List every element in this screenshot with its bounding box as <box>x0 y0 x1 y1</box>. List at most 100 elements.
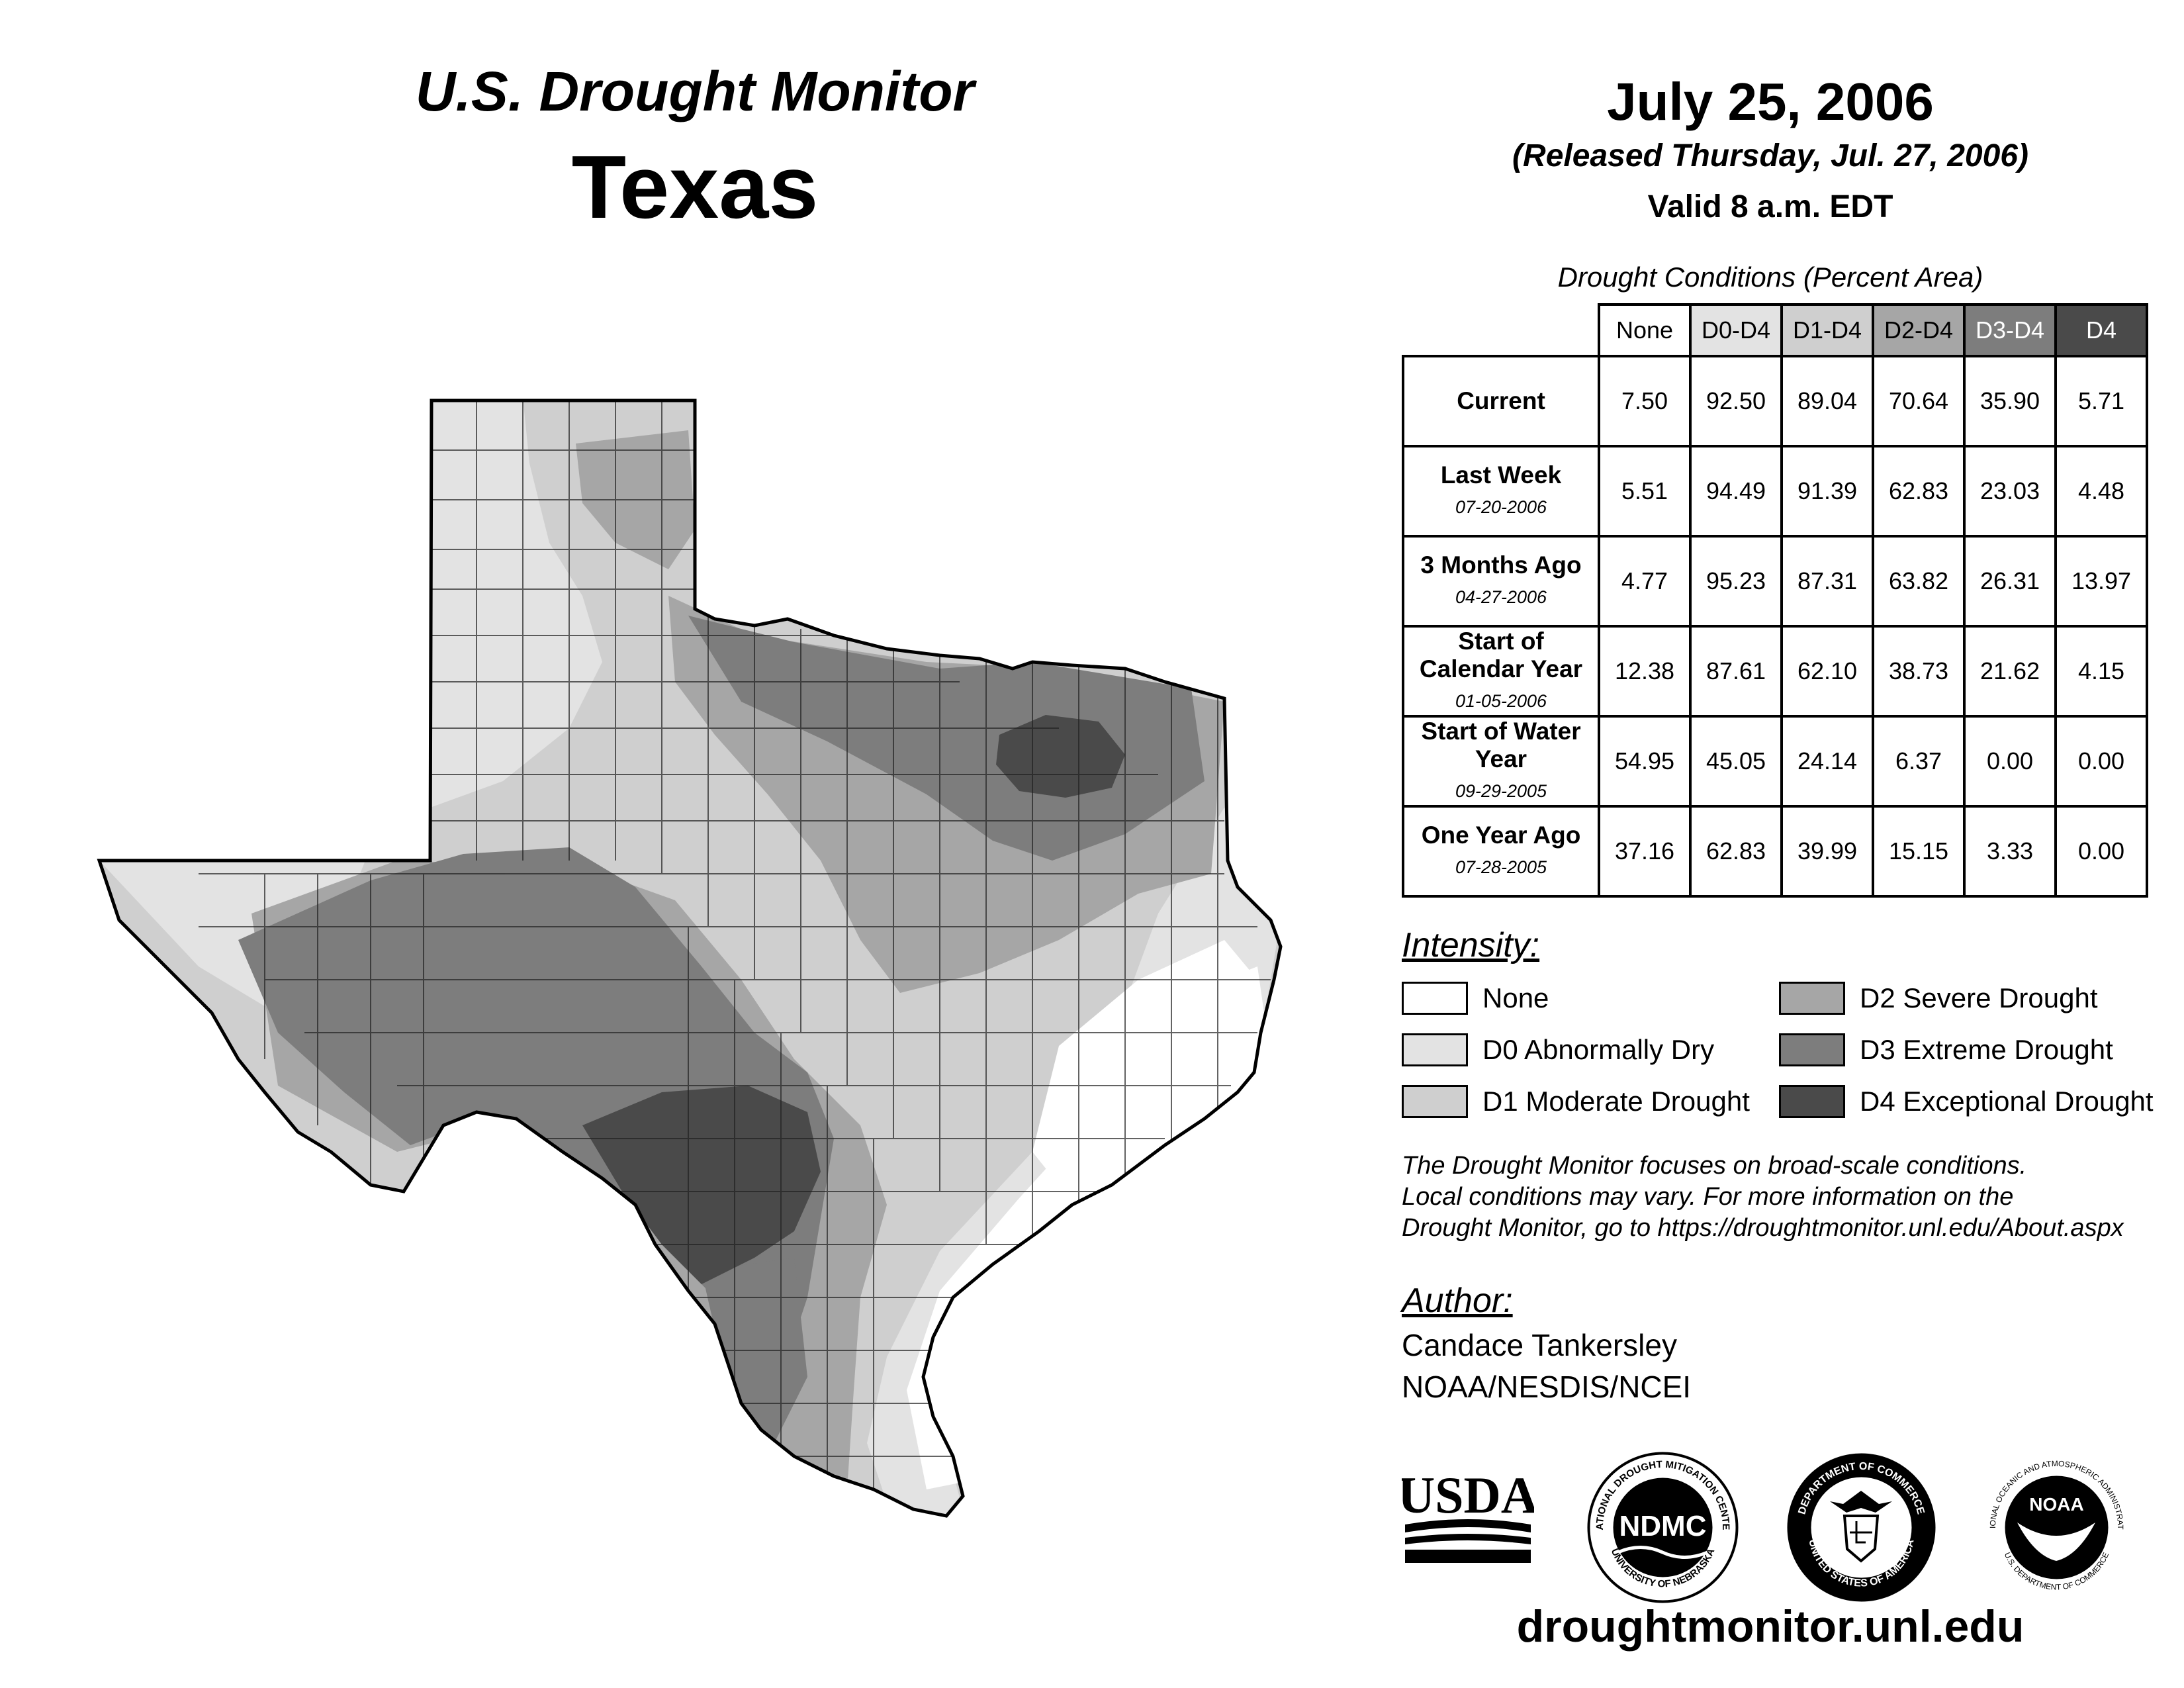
table-cell: 21.62 <box>1963 625 2057 718</box>
table-cell: 87.31 <box>1780 535 1874 628</box>
legend-label: D3 Extreme Drought <box>1860 1034 2113 1065</box>
noaa-logo-text: NOAA <box>2029 1494 2083 1515</box>
row-date: 04-27-2006 <box>1455 587 1547 607</box>
legend-swatch <box>1779 982 1845 1015</box>
table-caption: Drought Conditions (Percent Area) <box>1557 261 1983 293</box>
row-label: Current <box>1402 355 1600 447</box>
row-date: 01-05-2006 <box>1455 691 1547 711</box>
author-name: Candace Tankersley <box>1402 1328 1677 1362</box>
valid-time: Valid 8 a.m. EDT <box>1647 189 1893 224</box>
department-of-commerce-seal: DEPARTMENT OF COMMERCE UNITED STATES OF … <box>1787 1453 1936 1602</box>
noaa-logo: NATIONAL OCEANIC AND ATMOSPHERIC ADMINIS… <box>1979 1450 2131 1602</box>
table-cell: 54.95 <box>1598 715 1692 808</box>
table-header-row: None D0-D4 D1-D4 D2-D4 D3-D4 D4 <box>1403 303 2148 357</box>
column-header: D3-D4 <box>1963 303 2057 357</box>
table-cell: 37.16 <box>1598 805 1692 898</box>
column-header: D0-D4 <box>1689 303 1783 357</box>
table-cell: 24.14 <box>1780 715 1874 808</box>
legend-item-d0: D0 Abnormally Dry <box>1402 1031 1714 1068</box>
table-row: Last Week 07-20-2006 5.51 94.49 91.39 62.… <box>1402 445 2148 538</box>
table-row: One Year Ago 07-28-2005 37.16 62.83 39.99… <box>1402 805 2148 898</box>
note-line: Drought Monitor, go to https://droughtmo… <box>1402 1214 2124 1242</box>
row-date: 09-29-2005 <box>1455 781 1547 801</box>
column-header: D4 <box>2054 303 2148 357</box>
note-line: The Drought Monitor focuses on broad-sca… <box>1402 1152 2027 1180</box>
table-cell: 39.99 <box>1780 805 1874 898</box>
row-label: Start of Water Year 09-29-2005 <box>1402 715 1600 808</box>
table-cell: 7.50 <box>1598 355 1692 447</box>
legend-swatch <box>1779 1085 1845 1118</box>
texas-drought-map <box>97 399 1283 1518</box>
table-row: Start of Water Year 09-29-2005 54.95 45.0… <box>1402 715 2148 808</box>
row-date: 07-28-2005 <box>1455 857 1547 877</box>
table-corner <box>1403 305 1599 357</box>
row-label: 3 Months Ago 04-27-2006 <box>1402 535 1600 628</box>
table-cell: 5.71 <box>2054 355 2148 447</box>
footer-url[interactable]: droughtmonitor.unl.edu <box>1516 1601 2025 1652</box>
table-cell: 62.83 <box>1872 445 1966 538</box>
row-label: One Year Ago 07-28-2005 <box>1402 805 1600 898</box>
ndmc-logo: NATIONAL DROUGHT MITIGATION CENTER UNIVE… <box>1585 1450 1739 1603</box>
legend-swatch <box>1402 1033 1468 1066</box>
legend-item-none: None <box>1402 980 1549 1017</box>
table-cell: 4.77 <box>1598 535 1692 628</box>
table-cell: 91.39 <box>1780 445 1874 538</box>
legend-label: D0 Abnormally Dry <box>1482 1034 1715 1065</box>
column-header: D2-D4 <box>1872 303 1966 357</box>
table-cell: 62.83 <box>1689 805 1783 898</box>
table-cell: 89.04 <box>1780 355 1874 447</box>
table-cell: 0.00 <box>2054 805 2148 898</box>
legend-swatch <box>1402 982 1468 1015</box>
column-header: D1-D4 <box>1780 303 1874 357</box>
table-cell: 63.82 <box>1872 535 1966 628</box>
drought-conditions-table: None D0-D4 D1-D4 D2-D4 D3-D4 D4 Current … <box>1402 303 2148 898</box>
table-cell: 87.61 <box>1689 625 1783 718</box>
table-cell: 12.38 <box>1598 625 1692 718</box>
disclaimer-note: The Drought Monitor focuses on broad-sca… <box>1402 1150 2183 1244</box>
legend-label: D4 Exceptional Drought <box>1860 1086 2154 1117</box>
legend-swatch <box>1402 1085 1468 1118</box>
table-cell: 62.10 <box>1780 625 1874 718</box>
state-name: Texas <box>571 137 819 237</box>
intensity-heading: Intensity: <box>1402 926 1540 964</box>
legend-swatch <box>1779 1033 1845 1066</box>
author-heading: Author: <box>1402 1282 1513 1320</box>
table-row: Current 7.50 92.50 89.04 70.64 35.90 5.7… <box>1402 355 2148 447</box>
table-cell: 38.73 <box>1872 625 1966 718</box>
legend-item-d3: D3 Extreme Drought <box>1779 1031 2113 1068</box>
table-cell: 92.50 <box>1689 355 1783 447</box>
table-cell: 3.33 <box>1963 805 2057 898</box>
legend-label: D2 Severe Drought <box>1860 982 2098 1013</box>
table-cell: 70.64 <box>1872 355 1966 447</box>
table-cell: 95.23 <box>1689 535 1783 628</box>
map-title: U.S. Drought Monitor <box>415 60 975 122</box>
row-date: 07-20-2006 <box>1455 497 1547 517</box>
table-row: 3 Months Ago 04-27-2006 4.77 95.23 87.31 … <box>1402 535 2148 628</box>
legend-label: None <box>1482 982 1549 1013</box>
column-header: None <box>1598 303 1692 357</box>
table-cell: 4.48 <box>2054 445 2148 538</box>
table-cell: 0.00 <box>1963 715 2057 808</box>
legend-item-d1: D1 Moderate Drought <box>1402 1083 1750 1120</box>
table-cell: 13.97 <box>2054 535 2148 628</box>
table-cell: 26.31 <box>1963 535 2057 628</box>
map-date: July 25, 2006 <box>1607 72 1934 131</box>
legend-label: D1 Moderate Drought <box>1482 1086 1750 1117</box>
table-cell: 45.05 <box>1689 715 1783 808</box>
table-cell: 5.51 <box>1598 445 1692 538</box>
note-line: Local conditions may vary. For more info… <box>1402 1183 2014 1211</box>
table-cell: 4.15 <box>2054 625 2148 718</box>
table-cell: 35.90 <box>1963 355 2057 447</box>
table-cell: 6.37 <box>1872 715 1966 808</box>
table-cell: 94.49 <box>1689 445 1783 538</box>
legend-item-d2: D2 Severe Drought <box>1779 980 2098 1017</box>
usda-logo-text: USDA <box>1402 1466 1534 1524</box>
row-label: Last Week 07-20-2006 <box>1402 445 1600 538</box>
author-org: NOAA/NESDIS/NCEI <box>1402 1370 1692 1404</box>
usda-logo: USDA <box>1402 1466 1534 1563</box>
table-row: Start of Calendar Year 01-05-2006 12.38 8… <box>1402 625 2148 718</box>
table-cell: 15.15 <box>1872 805 1966 898</box>
legend-item-d4: D4 Exceptional Drought <box>1779 1083 2154 1120</box>
row-label: Start of Calendar Year 01-05-2006 <box>1402 625 1600 718</box>
table-cell: 23.03 <box>1963 445 2057 538</box>
